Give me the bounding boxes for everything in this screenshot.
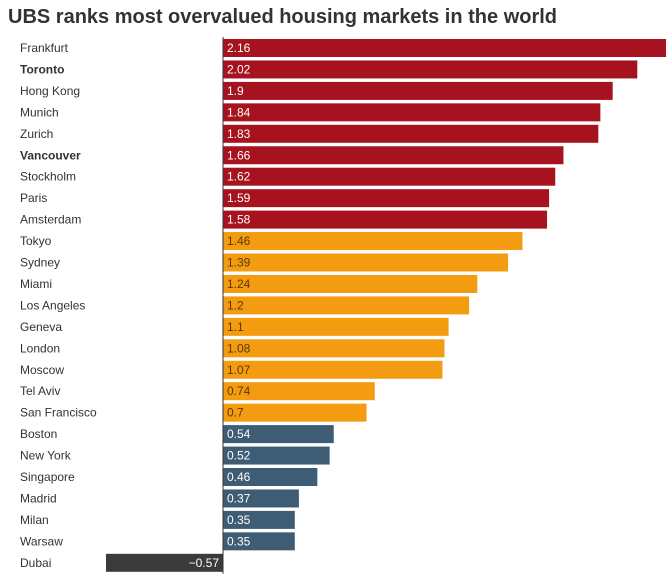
value-label: 0.37	[227, 491, 251, 505]
bar-sydney	[223, 253, 509, 272]
bar-dubai	[106, 553, 223, 572]
bar-san-francisco	[223, 403, 367, 422]
category-label: London	[20, 341, 60, 355]
category-label: Geneva	[20, 320, 62, 334]
category-label: Vancouver	[20, 148, 81, 162]
value-label: 0.7	[227, 406, 244, 420]
category-label: Moscow	[20, 363, 64, 377]
value-label: 0.52	[227, 449, 251, 463]
value-label: 1.83	[227, 127, 251, 141]
value-label: 1.2	[227, 298, 244, 312]
bar-miami	[223, 274, 478, 293]
category-label: Tokyo	[20, 234, 52, 248]
category-label: Tel Aviv	[20, 384, 60, 398]
value-label: 0.35	[227, 534, 251, 548]
category-label: Frankfurt	[20, 41, 69, 55]
category-label: Boston	[20, 427, 57, 441]
bar-new-york	[223, 446, 330, 465]
category-label: Milan	[20, 513, 49, 527]
category-label: Toronto	[20, 62, 64, 76]
bar-tel-aviv	[223, 382, 375, 401]
value-label: 2.02	[227, 62, 251, 76]
bar-frankfurt	[223, 39, 666, 57]
value-label: 1.9	[227, 84, 244, 98]
category-label: Madrid	[20, 491, 57, 505]
value-label: 0.35	[227, 513, 251, 527]
bar-zurich	[223, 124, 599, 143]
bar-geneva	[223, 317, 449, 336]
chart-title: UBS ranks most overvalued housing market…	[8, 6, 558, 28]
bar-toronto	[223, 60, 638, 79]
bar-paris	[223, 189, 550, 208]
bar-milan	[223, 510, 295, 529]
value-label: 1.58	[227, 213, 251, 227]
value-label: 0.54	[227, 427, 251, 441]
category-label: Sydney	[20, 256, 60, 270]
bar-boston	[223, 425, 334, 444]
value-label: 0.74	[227, 384, 251, 398]
bar-hong-kong	[223, 81, 613, 100]
category-label: Munich	[20, 105, 59, 119]
bar-london	[223, 339, 445, 358]
category-label: Amsterdam	[20, 213, 81, 227]
bar-singapore	[223, 468, 318, 486]
bar-amsterdam	[223, 210, 548, 229]
category-label: Dubai	[20, 556, 51, 570]
bar-stockholm	[223, 167, 556, 186]
bar-madrid	[223, 489, 299, 508]
value-label: −0.57	[189, 556, 220, 570]
category-label: Warsaw	[20, 534, 63, 548]
value-label: 1.08	[227, 341, 251, 355]
value-label: 1.66	[227, 148, 251, 162]
value-label: 1.24	[227, 277, 251, 291]
bar-moscow	[223, 360, 443, 379]
bar-warsaw	[223, 532, 295, 551]
bar-los-angeles	[223, 296, 470, 315]
bar-vancouver	[223, 146, 564, 165]
value-label: 0.46	[227, 470, 251, 484]
category-label: San Francisco	[20, 406, 97, 420]
value-label: 2.16	[227, 41, 251, 55]
value-label: 1.39	[227, 256, 251, 270]
category-label: Miami	[20, 277, 52, 291]
bar-tokyo	[223, 232, 523, 251]
value-label: 1.46	[227, 234, 251, 248]
category-label: Zurich	[20, 127, 53, 141]
value-label: 1.1	[227, 320, 244, 334]
category-label: New York	[20, 449, 72, 463]
category-label: Stockholm	[20, 170, 76, 184]
category-label: Singapore	[20, 470, 75, 484]
value-label: 1.84	[227, 105, 251, 119]
category-label: Los Angeles	[20, 298, 85, 312]
value-label: 1.62	[227, 170, 251, 184]
value-label: 1.07	[227, 363, 251, 377]
category-label: Hong Kong	[20, 84, 80, 98]
bar-munich	[223, 103, 601, 122]
value-label: 1.59	[227, 191, 251, 205]
category-label: Paris	[20, 191, 47, 205]
